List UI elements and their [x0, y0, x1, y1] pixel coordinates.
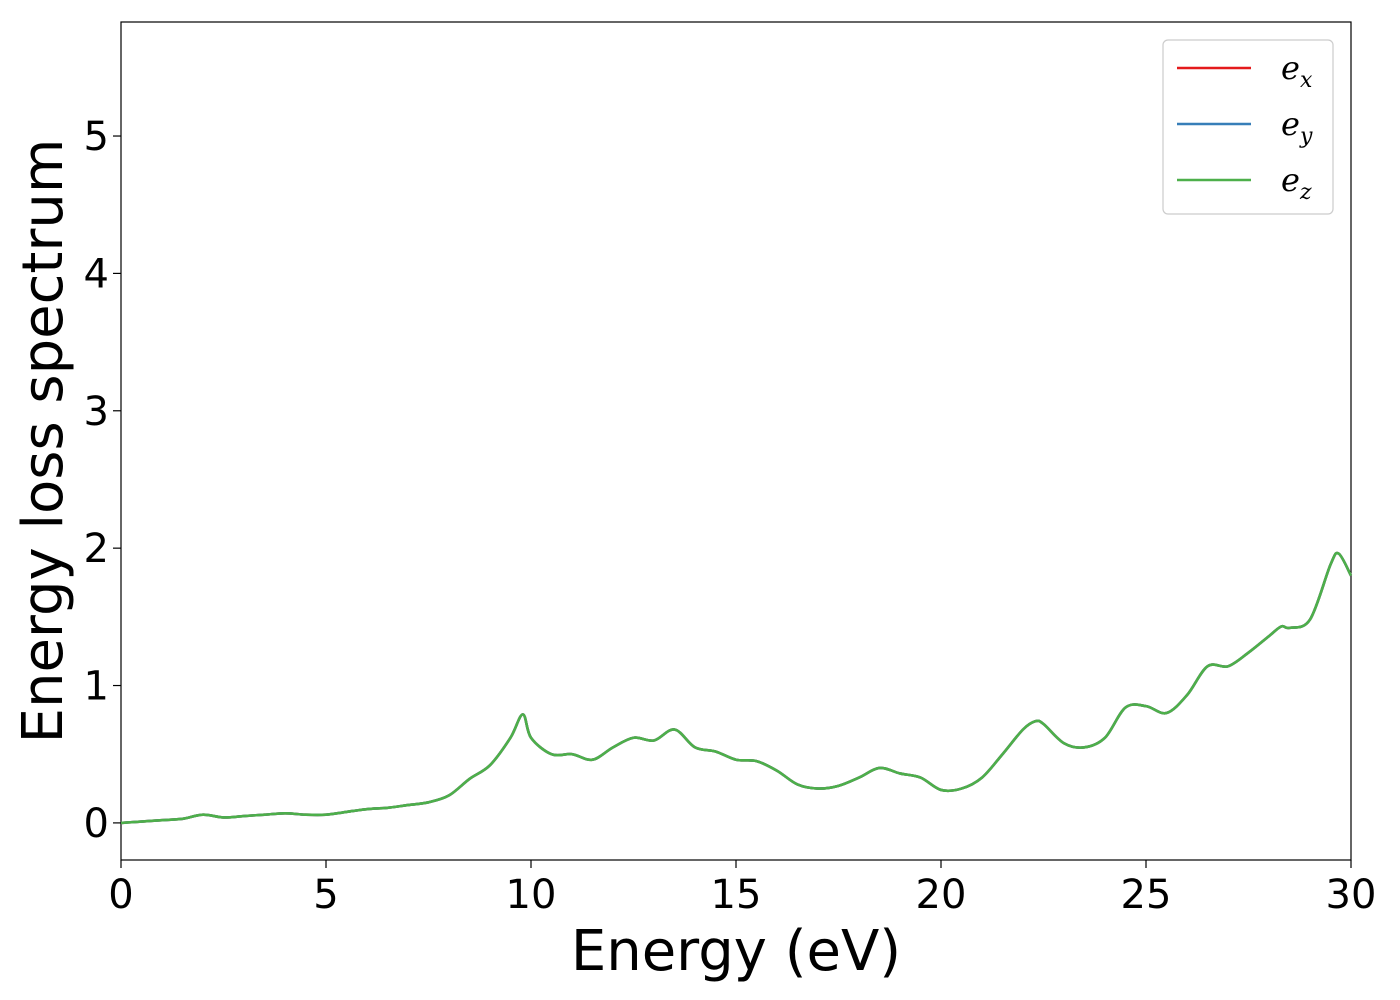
legend-entry-x: ex [1281, 49, 1313, 93]
legend-box [1162, 39, 1334, 215]
plot-area [120, 21, 1352, 861]
y-tick-label: 0 [84, 801, 109, 847]
legend-entry-z: ez [1281, 161, 1312, 205]
y-axis-label: Energy loss spectrum [11, 139, 76, 744]
series-line-z [120, 551, 1353, 825]
series-layer [120, 551, 1353, 825]
x-tick-label: 20 [916, 872, 967, 918]
legend: ex ey ez [1162, 39, 1334, 215]
x-tick-label: 15 [711, 872, 762, 918]
y-tick-label: 3 [84, 389, 109, 435]
y-tick-label: 2 [84, 526, 109, 572]
x-tick-label: 30 [1326, 872, 1377, 918]
legend-entry-y: ey [1281, 105, 1313, 149]
x-tick-label: 5 [313, 872, 338, 918]
plot-frame [120, 21, 1352, 861]
x-tick-label: 25 [1121, 872, 1172, 918]
x-tick-label: 10 [506, 872, 557, 918]
y-tick-label: 5 [84, 114, 109, 160]
y-axis-ticks: 0 1 2 3 4 5 [84, 114, 121, 847]
y-tick-label: 4 [84, 251, 109, 297]
x-axis-ticks: 0 5 10 15 20 25 30 [108, 860, 1376, 918]
y-tick-label: 1 [84, 664, 109, 710]
x-tick-label: 0 [108, 872, 133, 918]
x-axis-label: Energy (eV) [571, 919, 901, 984]
